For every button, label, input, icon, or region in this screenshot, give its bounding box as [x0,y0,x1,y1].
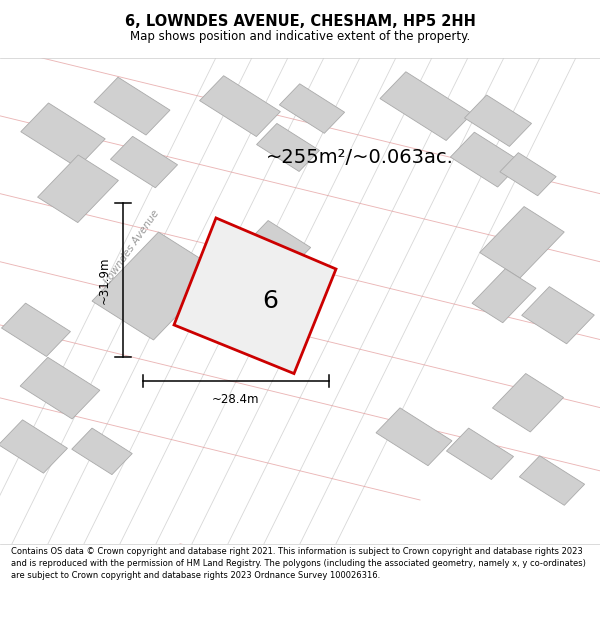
Polygon shape [0,420,67,473]
Polygon shape [451,132,521,187]
Polygon shape [521,287,595,344]
Polygon shape [376,408,452,466]
Polygon shape [493,374,563,432]
Text: 6, LOWNDES AVENUE, CHESHAM, HP5 2HH: 6, LOWNDES AVENUE, CHESHAM, HP5 2HH [125,14,475,29]
Polygon shape [2,303,70,356]
Text: 6: 6 [262,289,278,313]
Polygon shape [94,78,170,135]
Text: ~31.9m: ~31.9m [97,256,110,304]
Polygon shape [21,103,105,168]
Polygon shape [38,155,118,222]
Polygon shape [380,72,472,141]
Text: Contains OS data © Crown copyright and database right 2021. This information is : Contains OS data © Crown copyright and d… [11,547,586,579]
Polygon shape [110,136,178,188]
Polygon shape [446,428,514,479]
Polygon shape [500,152,556,196]
Polygon shape [257,124,319,171]
Text: Map shows position and indicative extent of the property.: Map shows position and indicative extent… [130,30,470,43]
Polygon shape [20,357,100,419]
Text: ~255m²/~0.063ac.: ~255m²/~0.063ac. [266,148,454,167]
Polygon shape [464,95,532,146]
Polygon shape [92,232,220,340]
Polygon shape [72,428,132,474]
Text: Lowndes Avenue: Lowndes Avenue [103,208,161,286]
Polygon shape [520,456,584,505]
Polygon shape [480,206,564,278]
Polygon shape [280,84,344,133]
Polygon shape [174,218,336,374]
Polygon shape [200,76,280,136]
Text: ~28.4m: ~28.4m [212,393,260,406]
Polygon shape [205,221,311,312]
Polygon shape [472,269,536,322]
